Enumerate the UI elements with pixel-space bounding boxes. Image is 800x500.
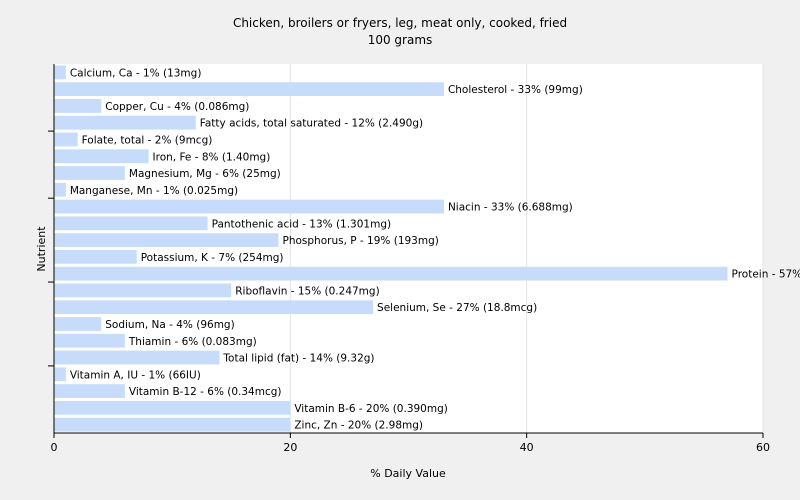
bar-label-19: Vitamin B-12 - 6% (0.34mcg) [129,386,282,398]
x-tick-label-40: 40 [520,441,534,454]
bar-12 [54,266,728,281]
chart-subtitle: 100 grams [368,33,433,47]
x-tick-label-0: 0 [51,441,58,454]
bar-label-14: Selenium, Se - 27% (18.8mcg) [377,302,537,314]
bar-7 [54,182,66,197]
bar-label-1: Cholesterol - 33% (99mg) [448,84,583,96]
x-tick-label-60: 60 [756,441,770,454]
x-ticks: 0 20 40 60 [51,433,770,454]
bar-label-6: Magnesium, Mg - 6% (25mg) [129,168,281,180]
bar-4 [54,132,78,147]
x-axis-label: % Daily Value [370,467,446,480]
bar-2 [54,99,102,113]
bar-19 [54,384,125,398]
bar-6 [54,166,125,180]
bar-13 [54,283,232,298]
y-axis-label: Nutrient [35,226,48,272]
bar-label-2: Copper, Cu - 4% (0.086mg) [105,101,249,113]
bar-label-5: Iron, Fe - 8% (1.40mg) [153,151,271,163]
bar-label-13: Riboflavin - 15% (0.247mg) [235,285,379,297]
bar-21 [54,417,291,432]
bar-label-17: Total lipid (fat) - 14% (9.32g) [222,353,374,365]
bar-15 [54,317,102,331]
bar-label-15: Sodium, Na - 4% (96mg) [105,319,234,331]
bar-0 [54,65,66,80]
bar-label-21: Zinc, Zn - 20% (2.98mg) [294,420,423,432]
bar-3 [54,115,196,130]
bar-label-4: Folate, total - 2% (9mcg) [82,134,213,146]
bar-9 [54,216,208,231]
bar-label-16: Thiamin - 6% (0.083mg) [128,336,257,348]
bar-label-7: Manganese, Mn - 1% (0.025mg) [70,185,238,197]
bar-20 [54,400,291,415]
bar-5 [54,149,149,164]
bar-label-12: Protein - 57% (28.38g) [732,269,800,281]
bar-label-0: Calcium, Ca - 1% (13mg) [70,67,202,79]
bar-label-11: Potassium, K - 7% (254mg) [141,252,284,264]
x-tick-label-20: 20 [283,441,297,454]
chart-title: Chicken, broilers or fryers, leg, meat o… [233,16,567,30]
bar-8 [54,199,444,214]
bar-1 [54,82,444,97]
bar-label-20: Vitamin B-6 - 20% (0.390mg) [294,403,448,415]
bars: Calcium, Ca - 1% (13mg) Cholesterol - 33%… [54,65,800,432]
bar-label-18: Vitamin A, IU - 1% (66IU) [70,369,201,381]
bar-17 [54,350,220,365]
bar-label-3: Fatty acids, total saturated - 12% (2.49… [200,118,423,130]
bar-label-10: Phosphorus, P - 19% (193mg) [283,235,439,247]
axes [48,64,763,434]
bar-label-9: Pantothenic acid - 13% (1.301mg) [212,218,391,230]
bar-10 [54,233,279,247]
bar-14 [54,300,374,315]
bar-11 [54,250,137,264]
bar-18 [54,367,66,382]
bar-16 [54,333,125,348]
bar-label-8: Niacin - 33% (6.688mg) [448,202,573,214]
gridlines [289,64,764,433]
